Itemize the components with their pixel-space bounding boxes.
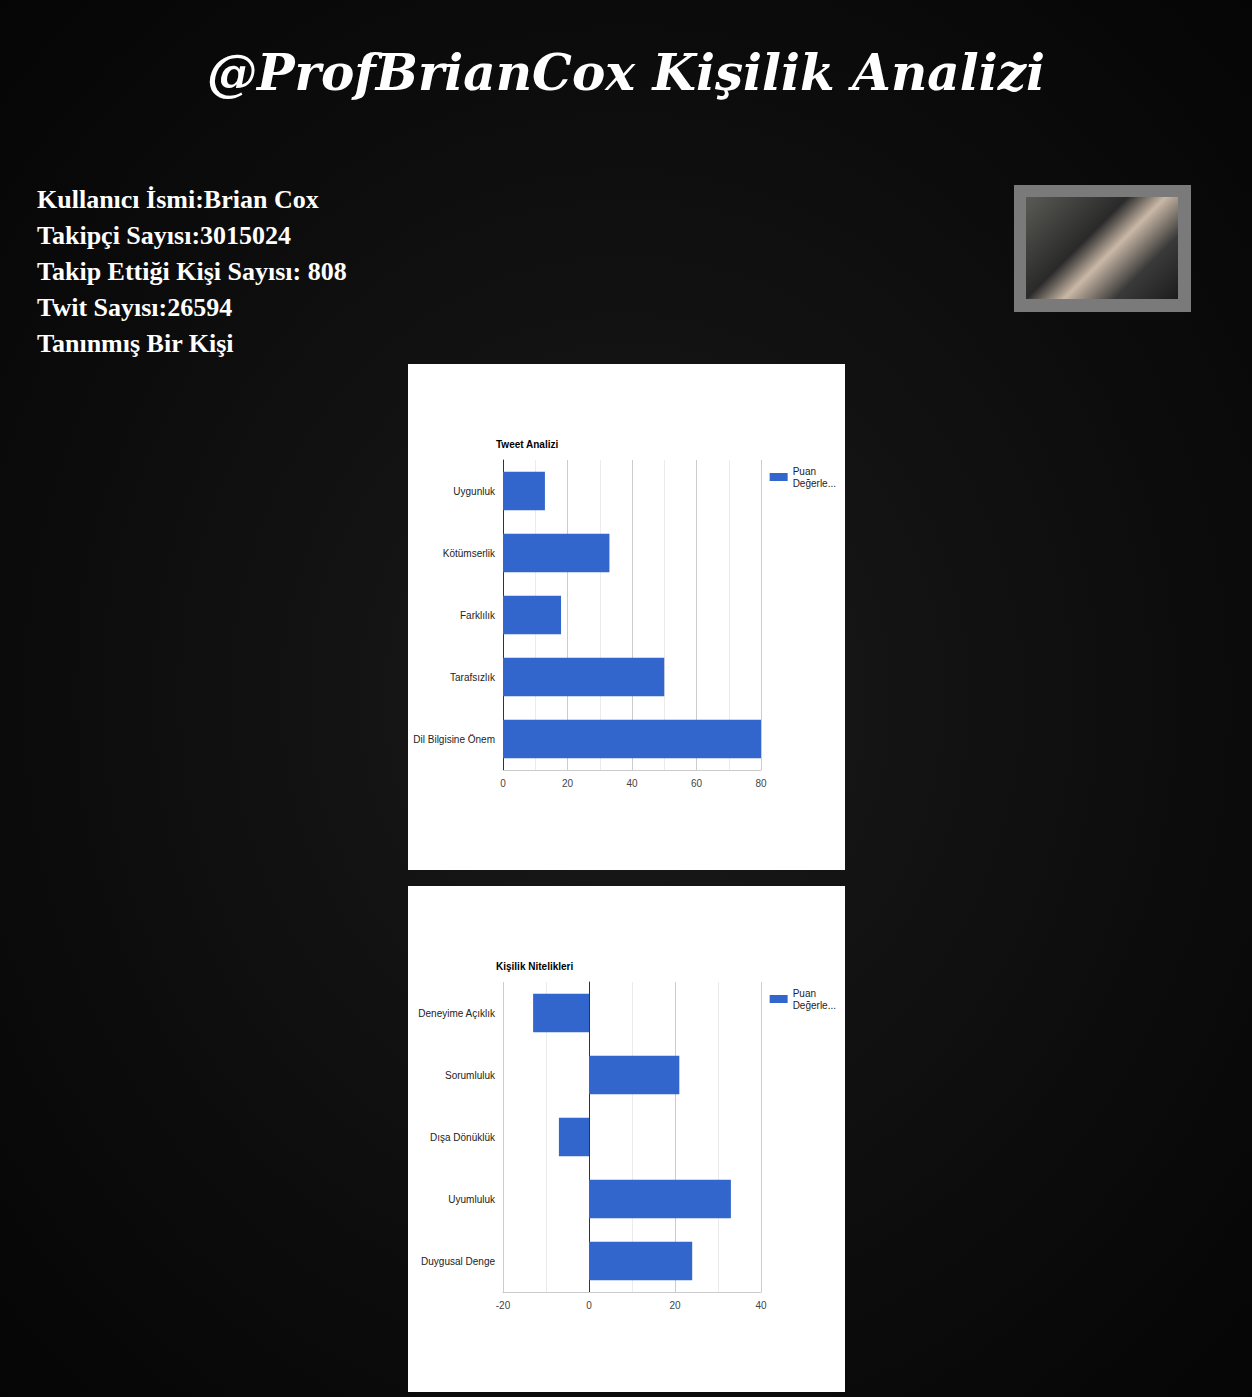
svg-text:Tweet Analizi: Tweet Analizi bbox=[496, 439, 558, 450]
svg-text:Duygusal Denge: Duygusal Denge bbox=[421, 1256, 495, 1267]
svg-text:Farklılık: Farklılık bbox=[460, 610, 496, 621]
svg-text:Deneyime Açıklık: Deneyime Açıklık bbox=[418, 1008, 496, 1019]
svg-text:80: 80 bbox=[755, 778, 767, 789]
svg-text:40: 40 bbox=[626, 778, 638, 789]
svg-text:0: 0 bbox=[586, 1300, 592, 1311]
svg-text:20: 20 bbox=[562, 778, 574, 789]
svg-text:20: 20 bbox=[669, 1300, 681, 1311]
svg-text:Kötümserlik: Kötümserlik bbox=[443, 548, 496, 559]
svg-text:Uygunluk: Uygunluk bbox=[453, 486, 496, 497]
html-text:Kullanıcı İsmi:Brian Cox: Kullanıcı İsmi:Brian Cox bbox=[37, 185, 319, 214]
svg-text:60: 60 bbox=[691, 778, 703, 789]
html-text:Tanınmış Bir Kişi: Tanınmış Bir Kişi bbox=[37, 329, 234, 358]
svg-text:Dışa Dönüklük: Dışa Dönüklük bbox=[430, 1132, 496, 1143]
svg-text:Değerle...: Değerle... bbox=[793, 1000, 836, 1011]
svg-text:40: 40 bbox=[755, 1300, 767, 1311]
svg-text:Puan: Puan bbox=[793, 988, 816, 999]
svg-text:Kişilik Nitelikleri: Kişilik Nitelikleri bbox=[496, 961, 573, 972]
svg-text:-20: -20 bbox=[496, 1300, 511, 1311]
html-text:@ProfBrianCox Kişilik Analizi: @ProfBrianCox Kişilik Analizi bbox=[207, 43, 1045, 102]
svg-text:0: 0 bbox=[500, 778, 506, 789]
html-text:Takipçi Sayısı:3015024: Takipçi Sayısı:3015024 bbox=[37, 221, 291, 250]
html-text:Takip Ettiği Kişi Sayısı: 808: Takip Ettiği Kişi Sayısı: 808 bbox=[37, 257, 347, 286]
svg-text:Dil Bilgisine Önem: Dil Bilgisine Önem bbox=[413, 734, 495, 745]
svg-text:Sorumluluk: Sorumluluk bbox=[445, 1070, 496, 1081]
svg-text:Değerle...: Değerle... bbox=[793, 478, 836, 489]
svg-text:Uyumluluk: Uyumluluk bbox=[448, 1194, 496, 1205]
svg-text:Tarafsızlık: Tarafsızlık bbox=[450, 672, 496, 683]
svg-text:Puan: Puan bbox=[793, 466, 816, 477]
html-text:Twit Sayısı:26594: Twit Sayısı:26594 bbox=[37, 293, 233, 322]
